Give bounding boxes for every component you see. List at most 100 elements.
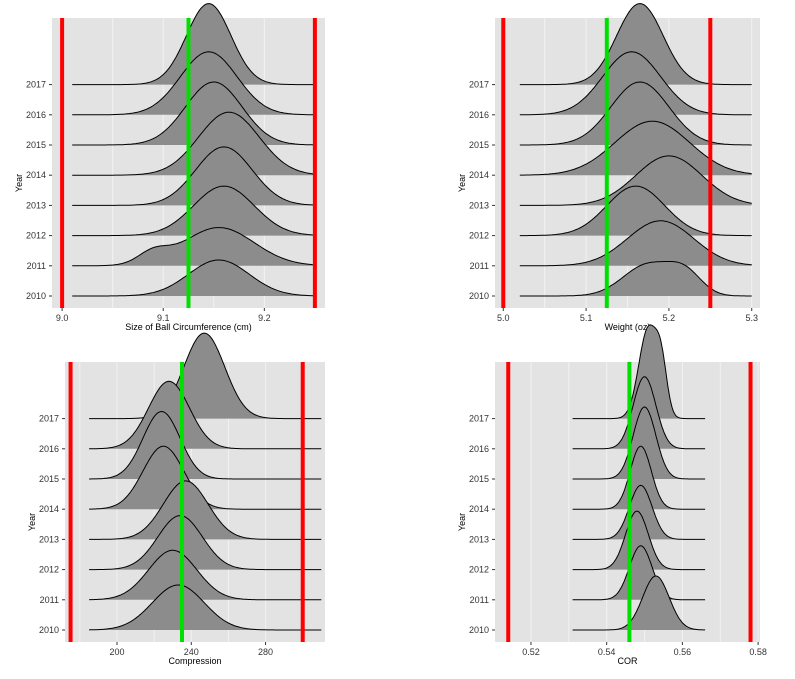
cor-ridge-fill-2011 [572, 545, 706, 600]
circumference-x-tick-label: 9.2 [258, 313, 271, 323]
weight-ridge-fill-2010 [519, 261, 752, 296]
compression-ridge-line-2016 [89, 380, 322, 450]
circumference-ridge-fill-2011 [72, 227, 315, 266]
compression-ridge-fill-2012 [89, 515, 322, 570]
compression-y-axis-title: Year [27, 513, 37, 531]
weight-ridge-fill-2014 [519, 121, 752, 176]
circumference-year-label: 2011 [27, 261, 46, 271]
circumference-year-label: 2013 [26, 200, 46, 210]
weight-x-tick-label: 5.0 [497, 313, 510, 323]
cor-year-label: 2017 [469, 414, 489, 424]
cor-ridge-line-2014 [572, 445, 706, 510]
compression-year-label: 2014 [39, 504, 59, 514]
circumference-ridge-line-2015 [72, 81, 315, 146]
cor-ridge-line-2010 [572, 575, 706, 631]
weight-year-label: 2015 [469, 140, 489, 150]
cor-x-tick-label: 0.54 [598, 647, 616, 657]
cor-ridge-fill-2014 [572, 446, 706, 510]
cor-ridge-fill-2016 [572, 376, 706, 449]
compression-x-axis-title: Compression [168, 656, 221, 666]
circumference-y-axis-title: Year [14, 174, 24, 192]
weight-ridge-line-2014 [519, 120, 752, 176]
weight-year-label: 2011 [470, 261, 489, 271]
cor-ridge-fill-2017 [572, 324, 706, 419]
compression-ridge-line-2012 [89, 515, 322, 571]
compression-ridge-line-2010 [89, 584, 322, 631]
compression-x-tick-label: 200 [109, 647, 124, 657]
cor-chart: 2010 2011 2012 2013 2014 2015 2016 2017 0.52 0.54… [457, 324, 767, 666]
circumference-x-axis-title: Size of Ball Circumference (cm) [125, 322, 252, 332]
compression-year-label: 2012 [39, 565, 59, 575]
weight-ridge-line-2016 [519, 51, 752, 116]
circumference-year-label: 2015 [26, 140, 46, 150]
compression-ridge-fill-2017 [89, 333, 322, 419]
weight-ridge-line-2017 [519, 3, 752, 86]
circumference-year-label: 2017 [26, 80, 46, 90]
weight-year-label: 2010 [469, 291, 489, 301]
cor-ridge-line-2013 [572, 484, 706, 540]
circumference-ridge-line-2012 [72, 185, 315, 237]
cor-ridge-line-2016 [572, 376, 706, 450]
compression-ridge-fill-2013 [89, 480, 322, 540]
compression-year-label: 2010 [39, 625, 59, 635]
circumference-ridge-fill-2015 [72, 82, 315, 145]
circumference-ridge-fill-2012 [72, 186, 315, 236]
compression-ridge-line-2017 [89, 332, 322, 420]
cor-year-label: 2014 [469, 504, 489, 514]
cor-x-tick-label: 0.52 [522, 647, 540, 657]
compression-year-label: 2017 [39, 414, 59, 424]
circumference-year-label: 2012 [26, 231, 46, 241]
compression-year-label: 2011 [40, 595, 59, 605]
weight-year-label: 2012 [469, 231, 489, 241]
cor-year-label: 2012 [469, 565, 489, 575]
weight-ridge-line-2012 [519, 185, 752, 237]
weight-ridge-fill-2012 [519, 186, 752, 236]
weight-ridge-fill-2017 [519, 3, 752, 85]
cor-year-label: 2010 [469, 625, 489, 635]
weight-x-tick-label: 5.3 [745, 313, 758, 323]
weight-year-label: 2013 [469, 200, 489, 210]
compression-ridge-fill-2015 [89, 411, 322, 479]
cor-ridge-line-2011 [572, 545, 706, 601]
cor-x-tick-label: 0.56 [674, 647, 692, 657]
compression-ridge-line-2013 [89, 480, 322, 540]
compression-ridge-fill-2010 [89, 585, 322, 630]
circumference-ridge-line-2017 [72, 3, 315, 86]
weight-ridge-line-2013 [519, 155, 752, 206]
circumference-year-label: 2016 [26, 110, 46, 120]
cor-y-axis-title: Year [457, 513, 467, 531]
weight-year-label: 2016 [469, 110, 489, 120]
compression-ridge-line-2011 [89, 549, 322, 601]
cor-ridge-fill-2010 [572, 576, 706, 630]
cor-year-label: 2015 [469, 474, 489, 484]
compression-year-label: 2015 [39, 474, 59, 484]
compression-year-label: 2013 [39, 534, 59, 544]
weight-year-label: 2014 [469, 170, 489, 180]
circumference-ridge-fill-2013 [72, 146, 315, 206]
weight-ridge-line-2015 [519, 81, 752, 146]
circumference-x-tick-label: 9.1 [157, 313, 170, 323]
weight-y-axis-title: Year [457, 174, 467, 192]
cor-year-label: 2016 [469, 444, 489, 454]
weight-year-label: 2017 [469, 80, 489, 90]
cor-ridge-line-2015 [572, 406, 706, 480]
cor-x-axis-title: COR [618, 656, 639, 666]
weight-ridge-fill-2015 [519, 82, 752, 145]
circumference-ridge-fill-2010 [72, 260, 315, 296]
circumference-x-tick-label: 9.0 [56, 313, 69, 323]
weight-ridge-line-2011 [519, 220, 752, 267]
cor-ridge-fill-2015 [572, 407, 706, 479]
weight-chart: 2010 2011 2012 2013 2014 2015 2016 2017 5.0 5.1 5.… [457, 3, 760, 332]
circumference-ridge-line-2016 [72, 51, 315, 116]
compression-ridge-line-2015 [89, 410, 322, 480]
circumference-year-label: 2014 [26, 170, 46, 180]
weight-x-axis-title: Weight (oz) [605, 322, 651, 332]
cor-year-label: 2011 [470, 595, 489, 605]
cor-year-label: 2013 [469, 534, 489, 544]
weight-ridge-line-2010 [519, 261, 752, 297]
circumference-ridge-line-2010 [72, 259, 315, 297]
circumference-ridge-line-2013 [72, 146, 315, 206]
compression-chart: 2010 2011 2012 2013 2014 2015 2016 2017 200 240 28… [27, 332, 325, 666]
weight-x-tick-label: 5.1 [580, 313, 593, 323]
cor-ridge-line-2012 [572, 510, 706, 571]
